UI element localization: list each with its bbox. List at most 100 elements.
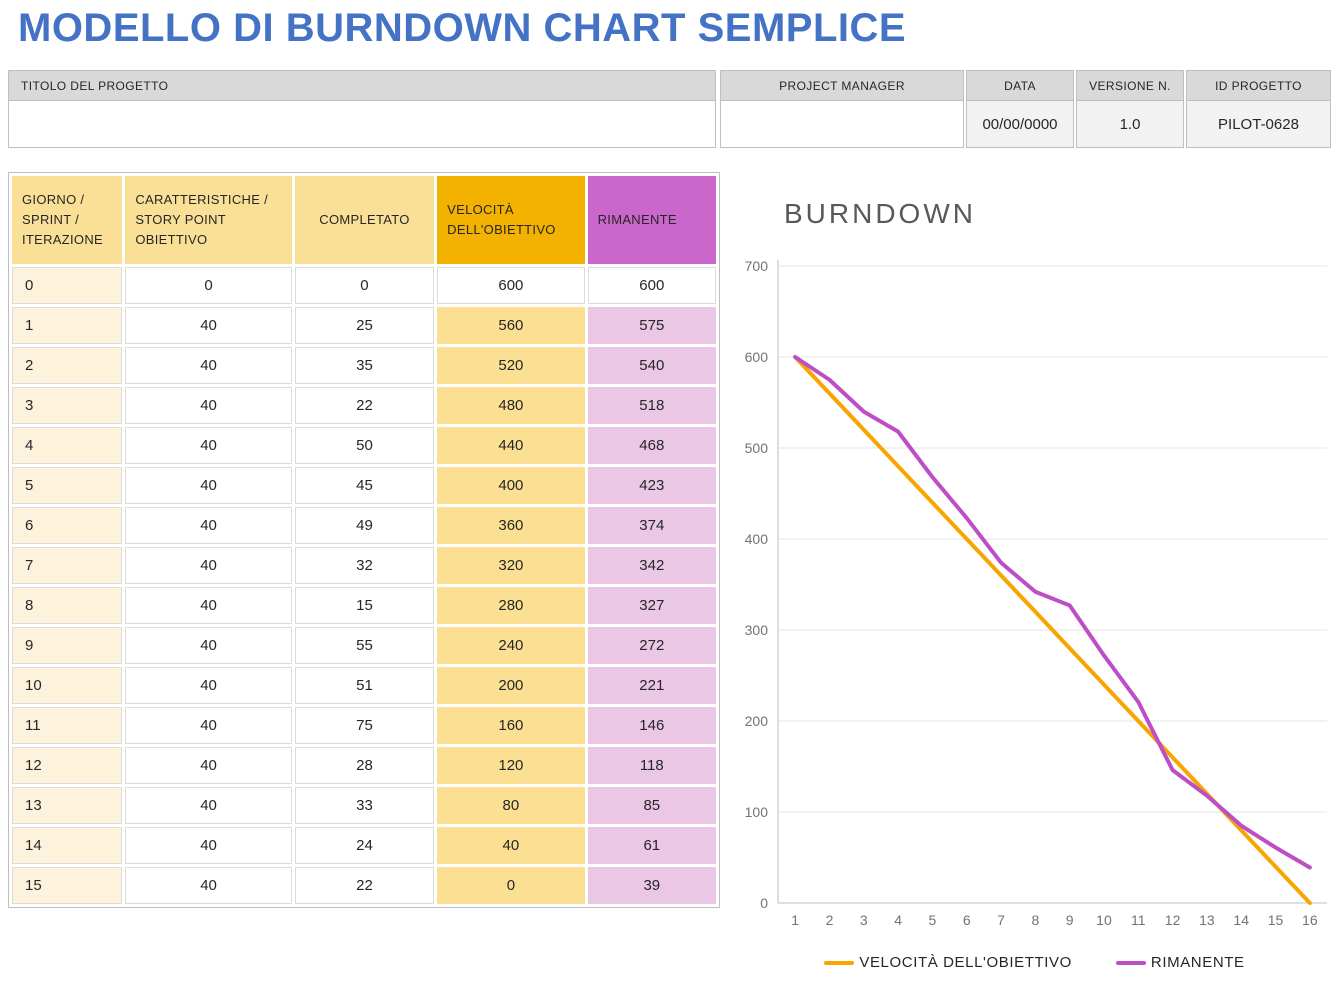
table-cell[interactable]: 25 <box>294 307 435 344</box>
table-cell[interactable]: 120 <box>437 747 585 784</box>
table-cell[interactable]: 3 <box>12 387 123 424</box>
table-cell[interactable]: 272 <box>587 627 716 664</box>
table-cell[interactable]: 13 <box>12 787 123 824</box>
table-cell[interactable]: 1 <box>12 307 123 344</box>
table-cell[interactable]: 40 <box>125 547 292 584</box>
table-cell[interactable]: 40 <box>125 347 292 384</box>
table-cell[interactable]: 22 <box>294 867 435 904</box>
table-cell[interactable]: 49 <box>294 507 435 544</box>
legend-item-rimanente: RIMANENTE <box>1115 954 1245 971</box>
table-cell[interactable]: 40 <box>125 507 292 544</box>
table-cell[interactable]: 51 <box>294 667 435 704</box>
table-cell[interactable]: 40 <box>125 667 292 704</box>
table-cell[interactable]: 12 <box>12 747 123 784</box>
table-cell[interactable]: 240 <box>437 627 585 664</box>
x-tick-label: 14 <box>1233 912 1249 928</box>
table-cell[interactable]: 85 <box>587 787 716 824</box>
table-cell[interactable]: 40 <box>125 707 292 744</box>
table-cell[interactable]: 221 <box>587 667 716 704</box>
table-cell[interactable]: 40 <box>125 827 292 864</box>
project-id-value[interactable]: PILOT-0628 <box>1187 101 1330 147</box>
date-block: DATA 00/00/0000 <box>966 70 1074 148</box>
table-cell[interactable]: 11 <box>12 707 123 744</box>
table-cell[interactable]: 118 <box>587 747 716 784</box>
table-cell[interactable]: 520 <box>437 347 585 384</box>
table-cell[interactable]: 14 <box>12 827 123 864</box>
table-cell[interactable]: 0 <box>294 267 435 304</box>
table-cell[interactable]: 32 <box>294 547 435 584</box>
table-cell[interactable]: 423 <box>587 467 716 504</box>
table-cell[interactable]: 480 <box>437 387 585 424</box>
table-cell[interactable]: 200 <box>437 667 585 704</box>
table-cell[interactable]: 360 <box>437 507 585 544</box>
table-cell[interactable]: 600 <box>587 267 716 304</box>
table-cell[interactable]: 0 <box>437 867 585 904</box>
column-header-giorno: GIORNO / SPRINT / ITERAZIONE <box>12 176 123 264</box>
table-cell[interactable]: 75 <box>294 707 435 744</box>
table-cell[interactable]: 6 <box>12 507 123 544</box>
y-tick-label: 200 <box>745 713 769 729</box>
x-tick-label: 9 <box>1066 912 1074 928</box>
table-cell[interactable]: 40 <box>125 587 292 624</box>
table-cell[interactable]: 40 <box>125 867 292 904</box>
table-cell[interactable]: 40 <box>437 827 585 864</box>
table-cell[interactable]: 50 <box>294 427 435 464</box>
table-cell[interactable]: 61 <box>587 827 716 864</box>
table-cell[interactable]: 5 <box>12 467 123 504</box>
table-cell[interactable]: 22 <box>294 387 435 424</box>
table-cell[interactable]: 575 <box>587 307 716 344</box>
project-manager-value[interactable] <box>721 101 963 147</box>
table-cell[interactable]: 39 <box>587 867 716 904</box>
table-cell[interactable]: 600 <box>437 267 585 304</box>
table-cell[interactable]: 400 <box>437 467 585 504</box>
version-value[interactable]: 1.0 <box>1077 101 1183 147</box>
table-cell[interactable]: 280 <box>437 587 585 624</box>
table-cell[interactable]: 440 <box>437 427 585 464</box>
table-cell[interactable]: 9 <box>12 627 123 664</box>
y-tick-label: 700 <box>745 258 769 274</box>
table-cell[interactable]: 0 <box>125 267 292 304</box>
table-cell[interactable]: 327 <box>587 587 716 624</box>
table-cell[interactable]: 40 <box>125 627 292 664</box>
table-cell[interactable]: 4 <box>12 427 123 464</box>
table-cell[interactable]: 518 <box>587 387 716 424</box>
date-value[interactable]: 00/00/0000 <box>967 101 1073 147</box>
y-tick-label: 400 <box>745 531 769 547</box>
table-cell[interactable]: 2 <box>12 347 123 384</box>
table-cell[interactable]: 15 <box>12 867 123 904</box>
table-cell[interactable]: 35 <box>294 347 435 384</box>
x-tick-label: 15 <box>1268 912 1284 928</box>
table-row: 13 40 33 80 85 <box>12 787 716 824</box>
table-cell[interactable]: 540 <box>587 347 716 384</box>
table-cell[interactable]: 40 <box>125 427 292 464</box>
table-cell[interactable]: 560 <box>437 307 585 344</box>
table-cell[interactable]: 40 <box>125 747 292 784</box>
table-cell[interactable]: 55 <box>294 627 435 664</box>
table-cell[interactable]: 468 <box>587 427 716 464</box>
table-cell[interactable]: 33 <box>294 787 435 824</box>
table-cell[interactable]: 40 <box>125 387 292 424</box>
table-cell[interactable]: 40 <box>125 787 292 824</box>
table-cell[interactable]: 146 <box>587 707 716 744</box>
table-cell[interactable]: 45 <box>294 467 435 504</box>
table-cell[interactable]: 320 <box>437 547 585 584</box>
table-cell[interactable]: 40 <box>125 307 292 344</box>
table-cell[interactable]: 160 <box>437 707 585 744</box>
project-title-block: TITOLO DEL PROGETTO <box>8 70 716 148</box>
table-cell[interactable]: 374 <box>587 507 716 544</box>
table-cell[interactable]: 7 <box>12 547 123 584</box>
table-cell[interactable]: 24 <box>294 827 435 864</box>
table-cell[interactable]: 0 <box>12 267 123 304</box>
table-cell[interactable]: 40 <box>125 467 292 504</box>
table-row: 0 0 0 600 600 <box>12 267 716 304</box>
table-cell[interactable]: 10 <box>12 667 123 704</box>
table-cell[interactable]: 80 <box>437 787 585 824</box>
velocity-line-swatch-icon <box>824 960 855 965</box>
table-header-row: GIORNO / SPRINT / ITERAZIONE CARATTERIST… <box>12 176 716 264</box>
project-title-value[interactable] <box>9 101 715 147</box>
table-cell[interactable]: 342 <box>587 547 716 584</box>
table-cell[interactable]: 28 <box>294 747 435 784</box>
table-cell[interactable]: 8 <box>12 587 123 624</box>
table-cell[interactable]: 15 <box>294 587 435 624</box>
